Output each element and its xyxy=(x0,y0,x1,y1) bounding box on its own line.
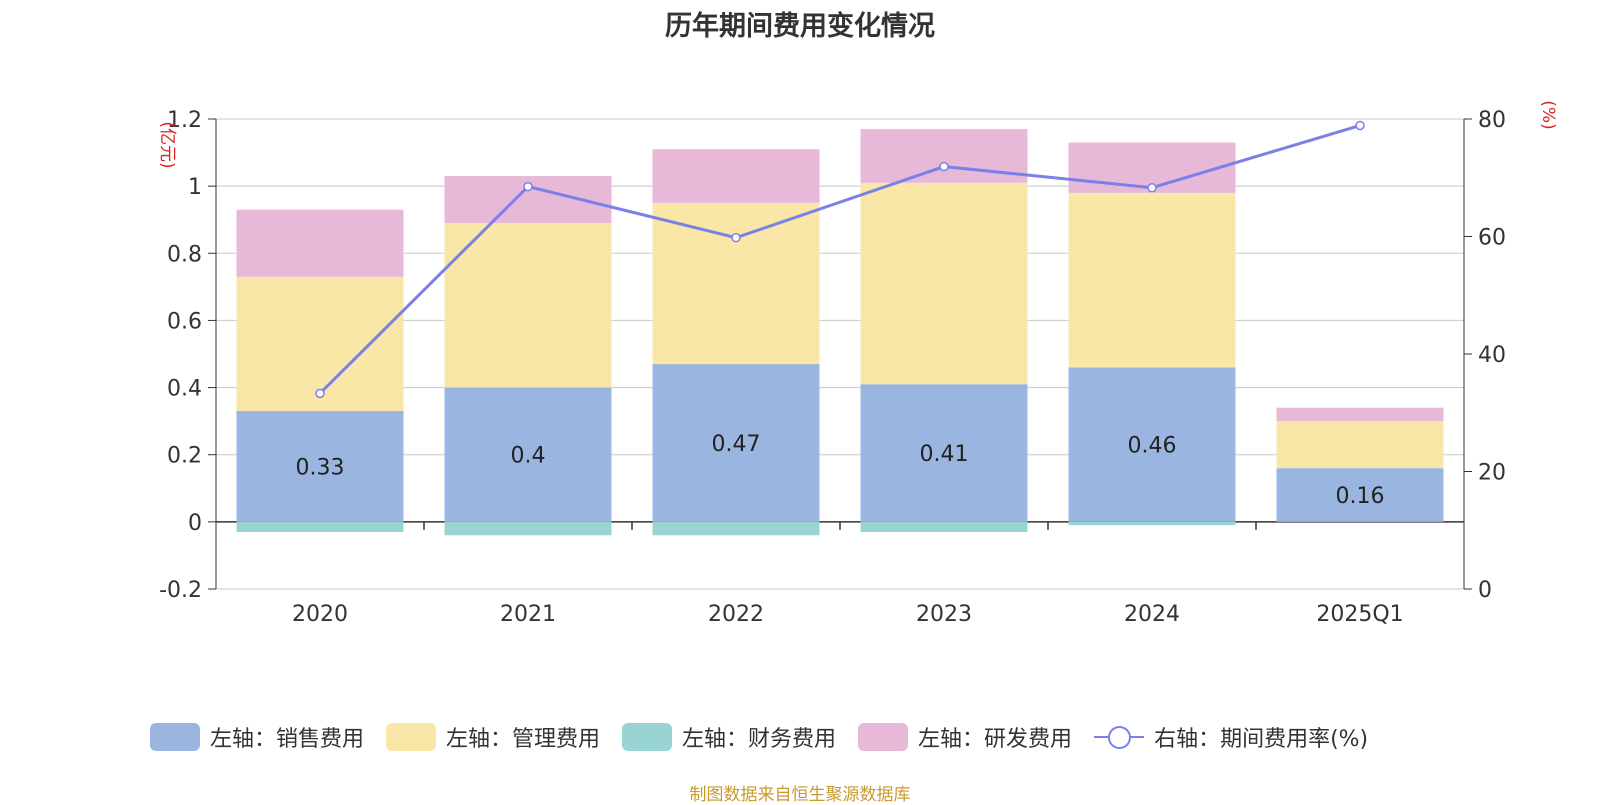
chart-title: 历年期间费用变化情况 xyxy=(665,11,935,42)
expense-rate-line xyxy=(318,124,1361,395)
legend-label-admin: 左轴：管理费用 xyxy=(446,727,601,752)
bar-segment xyxy=(236,411,404,522)
chart-legend: 左轴：销售费用 左轴：管理费用 左轴：财务费用 左轴：研发费用 右轴：期间费用率… xyxy=(150,722,1390,752)
bar-data-label: 0.33 xyxy=(296,455,345,480)
bar-data-label: 0.47 xyxy=(712,432,761,457)
left-axis-tick-label: 1.2 xyxy=(167,108,202,133)
legend-item-expense-rate[interactable]: 右轴：期间费用率(%) xyxy=(1094,721,1368,753)
right-axis-tick-label: 0 xyxy=(1478,578,1492,603)
expense-rate-point xyxy=(939,161,949,172)
expense-rate-point xyxy=(731,232,741,243)
expense-rate-point xyxy=(315,388,325,399)
left-axis-tick-label: 0.6 xyxy=(167,309,202,334)
legend-swatch-admin xyxy=(386,723,437,751)
bar-data-label: 0.16 xyxy=(1336,484,1385,509)
bar-segment xyxy=(652,521,820,536)
legend-item-sales[interactable]: 左轴：销售费用 xyxy=(150,721,364,753)
legend-item-rnd[interactable]: 左轴：研发费用 xyxy=(858,721,1072,753)
bar-segment xyxy=(652,364,820,522)
right-axis-unit-label: (%) xyxy=(1538,100,1558,129)
bar-segment xyxy=(1276,468,1444,522)
category-label: 2021 xyxy=(500,602,556,627)
left-axis-unit-label: (亿元) xyxy=(157,121,177,168)
bar-segment xyxy=(860,129,1028,183)
legend-line-marker-icon xyxy=(1094,723,1145,751)
left-axis-tick-label: 0.4 xyxy=(167,377,202,402)
category-label: 2022 xyxy=(708,602,764,627)
category-label: 2020 xyxy=(292,602,348,627)
bar-segment xyxy=(1276,407,1444,422)
legend-label-sales: 左轴：销售费用 xyxy=(210,727,365,752)
bar-data-label: 0.41 xyxy=(920,442,969,467)
legend-swatch-sales xyxy=(150,723,200,751)
category-label: 2025Q1 xyxy=(1316,602,1403,627)
left-axis-tick-label: 1 xyxy=(188,175,202,200)
left-axis-tick-label: 0.8 xyxy=(167,242,202,267)
category-label: 2023 xyxy=(916,602,972,627)
legend-item-finance[interactable]: 左轴：财务费用 xyxy=(622,721,836,753)
legend-item-admin[interactable]: 左轴：管理费用 xyxy=(386,721,600,753)
legend-label-expense-rate: 右轴：期间费用率(%) xyxy=(1154,727,1369,752)
bar-data-label: 0.4 xyxy=(511,444,546,469)
bar-data-label: 0.46 xyxy=(1128,434,1177,459)
left-axis-tick-label: 0.2 xyxy=(167,444,202,469)
right-axis-tick-label: 40 xyxy=(1478,343,1506,368)
bar-segment xyxy=(444,223,612,388)
source-note: 制图数据来自恒生聚源数据库 xyxy=(689,785,911,805)
bar-segment xyxy=(236,521,404,532)
bar-segment xyxy=(860,384,1028,522)
bar-segment xyxy=(444,387,612,522)
bar-segment xyxy=(1276,421,1444,469)
left-axis-tick-label: 0 xyxy=(188,511,202,536)
bar-segment xyxy=(1068,367,1236,522)
bar-segment xyxy=(1068,521,1236,526)
legend-label-rnd: 左轴：研发费用 xyxy=(918,727,1073,752)
bar-segment xyxy=(652,149,820,203)
expense-rate-point xyxy=(1147,182,1157,193)
expense-rate-point xyxy=(1355,120,1365,131)
bar-segment xyxy=(860,521,1028,532)
bar-segment xyxy=(860,182,1028,385)
right-axis-tick-label: 80 xyxy=(1478,108,1506,133)
right-axis-tick-label: 60 xyxy=(1478,226,1506,251)
bar-segment xyxy=(236,209,404,277)
bar-segment xyxy=(652,202,820,365)
legend-swatch-rnd xyxy=(858,723,909,751)
legend-swatch-finance xyxy=(622,723,673,751)
bar-segment xyxy=(1068,192,1236,368)
bar-segment xyxy=(444,521,612,536)
expense-rate-point xyxy=(523,181,533,192)
right-axis-tick-label: 20 xyxy=(1478,461,1506,486)
legend-label-finance: 左轴：财务费用 xyxy=(682,727,837,752)
category-label: 2024 xyxy=(1124,602,1180,627)
left-axis-tick-label: -0.2 xyxy=(159,578,202,603)
